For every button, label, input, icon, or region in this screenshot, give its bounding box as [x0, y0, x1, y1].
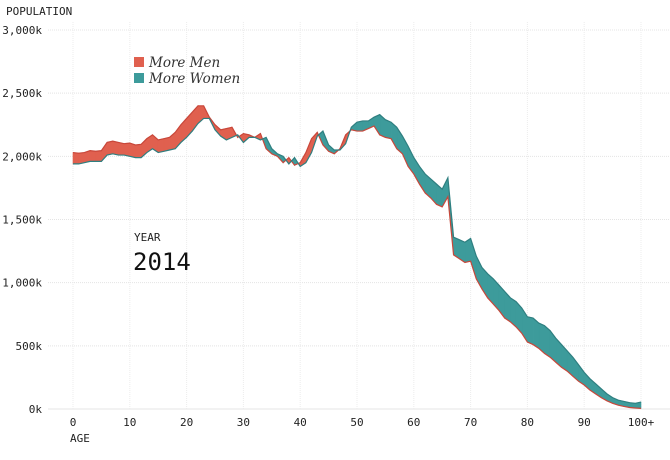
y-tick-label: 2,000k [2, 150, 42, 163]
series-line-men [72, 105, 642, 409]
legend: More Men More Women [134, 55, 240, 87]
legend-swatch-more-men [134, 57, 144, 67]
y-axis-ticks: 0k 500k 1,000k 1,500k 2,000k 2,500k 3,000k [2, 24, 42, 416]
series-line-women [73, 113, 642, 404]
legend-label-more-women: More Women [148, 71, 240, 87]
x-tick-label: 70 [464, 416, 477, 429]
y-axis-title: POPULATION [6, 5, 72, 18]
area-segment-more-women [470, 238, 477, 279]
x-axis-title: AGE [70, 432, 90, 445]
legend-swatch-more-women [134, 73, 144, 83]
area-segment-more-men [89, 150, 97, 162]
area-segment-more-men [72, 152, 79, 165]
area-segment-more-men [112, 140, 119, 156]
y-tick-label: 500k [16, 340, 43, 353]
y-tick-label: 1,000k [2, 277, 42, 290]
y-tick-label: 2,500k [2, 87, 42, 100]
area-segment-more-men [123, 142, 131, 157]
area-segment-more-women [527, 316, 534, 346]
x-tick-label: 90 [578, 416, 591, 429]
area-segment-more-men [135, 143, 142, 158]
x-tick-label: 0 [70, 416, 77, 429]
y-tick-label: 1,500k [2, 214, 42, 227]
y-tick-label: 3,000k [2, 24, 42, 37]
x-tick-label: 20 [180, 416, 193, 429]
series-lines [72, 105, 642, 409]
year-label: YEAR [134, 231, 161, 244]
grid [48, 22, 670, 410]
area-segment-more-men [163, 137, 170, 152]
area-segment-more-women [436, 183, 443, 208]
x-tick-label: 30 [237, 416, 250, 429]
x-tick-label: 80 [521, 416, 534, 429]
x-tick-label: 100+ [628, 416, 655, 429]
x-tick-label: 10 [123, 416, 136, 429]
area-segment-more-men [106, 140, 114, 156]
area-segment-more-men [78, 152, 85, 165]
area-segment-more-men [157, 138, 165, 153]
year-value: 2014 [133, 248, 191, 276]
area-segment-more-men [95, 150, 102, 162]
x-tick-label: 60 [407, 416, 420, 429]
x-axis-ticks: 0 10 20 30 40 50 60 70 80 90 100+ [70, 416, 655, 429]
x-tick-label: 40 [294, 416, 307, 429]
area-segment-more-women [385, 119, 392, 140]
area-segment-more-men [118, 142, 125, 156]
area-segment-more-women [379, 113, 386, 138]
x-tick-label: 50 [350, 416, 363, 429]
area-segment-more-women [373, 114, 381, 136]
legend-label-more-men: More Men [148, 55, 220, 71]
y-tick-label: 0k [29, 403, 43, 416]
